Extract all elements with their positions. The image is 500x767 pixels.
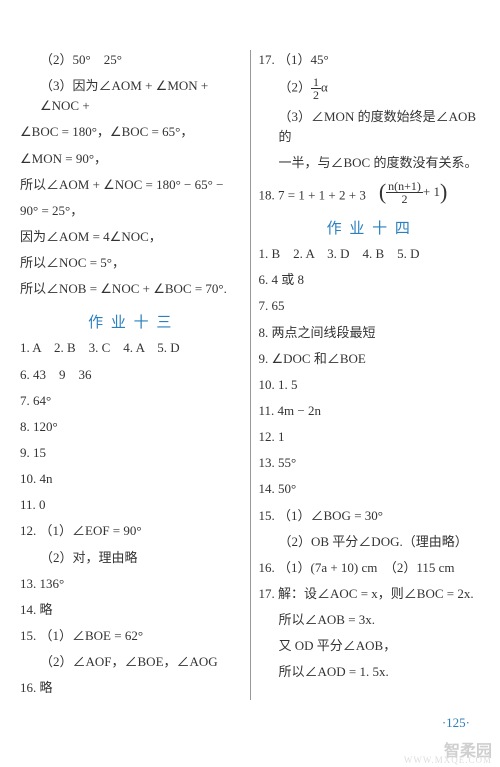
text-line: 14. 50° (259, 479, 481, 499)
text-line: （2）对，理由略 (20, 548, 242, 568)
inline-text: （2） (279, 80, 312, 95)
text-line: 13. 136° (20, 574, 242, 594)
section-heading: 作 业 十 四 (259, 217, 481, 238)
text-line: 8. 120° (20, 417, 242, 437)
text-line: 15. （1）∠BOG = 30° (259, 506, 481, 526)
text-line: （2）12α (259, 76, 481, 101)
fraction-numerator: n(n+1) (386, 180, 423, 193)
inline-text: + 1 (423, 182, 440, 202)
text-line: 12. 1 (259, 427, 481, 447)
text-line: 11. 4m − 2n (259, 401, 481, 421)
text-line: （3）因为∠AOM + ∠MON + ∠NOC + (20, 76, 242, 116)
text-line: 所以∠AOM + ∠NOC = 180° − 65° − (20, 175, 242, 195)
text-line: 13. 55° (259, 453, 481, 473)
watermark-url: WWW.MXQE.COM (404, 755, 492, 765)
text-line: 6. 4 或 8 (259, 270, 481, 290)
text-line: 15. （1）∠BOE = 62° (20, 626, 242, 646)
text-line: 9. ∠DOC 和∠BOE (259, 349, 481, 369)
text-line: 一半，与∠BOC 的度数没有关系。 (259, 153, 481, 173)
left-paren: ( (379, 181, 386, 203)
text-line: 所以∠AOD = 1. 5x. (259, 662, 481, 682)
text-line: 16. 略 (20, 678, 242, 698)
text-line: 90° = 25°， (20, 201, 242, 221)
fraction: 12 (311, 76, 321, 101)
text-line: （3）∠MON 的度数始终是∠AOB 的 (259, 107, 481, 147)
text-line: ∠BOC = 180°，∠BOC = 65°， (20, 122, 242, 142)
text-line: 14. 略 (20, 600, 242, 620)
text-line: 7. 64° (20, 391, 242, 411)
page-container: （2）50° 25° （3）因为∠AOM + ∠MON + ∠NOC + ∠BO… (0, 0, 500, 720)
text-line: 10. 1. 5 (259, 375, 481, 395)
text-line: 18. 7 = 1 + 1 + 2 + 3 (n(n+1)2 + 1) (259, 180, 481, 206)
text-line: 17. 解：设∠AOC = x，则∠BOC = 2x. (259, 584, 481, 604)
fraction-denominator: 2 (386, 193, 423, 205)
text-line: 16. （1）(7a + 10) cm （2）115 cm (259, 558, 481, 578)
text-line: 所以∠AOB = 3x. (259, 610, 481, 630)
text-line: 17. （1）45° (259, 50, 481, 70)
text-line: （2）50° 25° (20, 50, 242, 70)
fraction-denominator: 2 (311, 89, 321, 101)
text-line: 8. 两点之间线段最短 (259, 323, 481, 343)
text-line: 7. 65 (259, 296, 481, 316)
text-line: （2）∠AOF，∠BOE，∠AOG (20, 652, 242, 672)
text-line: 9. 15 (20, 443, 242, 463)
text-line: 10. 4n (20, 469, 242, 489)
fraction: n(n+1)2 (386, 180, 423, 205)
right-column: 17. （1）45° （2）12α （3）∠MON 的度数始终是∠AOB 的 一… (251, 50, 481, 700)
text-line: 因为∠AOM = 4∠NOC， (20, 227, 242, 247)
text-line: 12. （1）∠EOF = 90° (20, 521, 242, 541)
text-line: 1. B 2. A 3. D 4. B 5. D (259, 244, 481, 264)
page-number: ·125· (442, 715, 470, 731)
inline-text: α (321, 80, 328, 95)
inline-text: 18. 7 = 1 + 1 + 2 + 3 (259, 187, 379, 202)
text-line: 1. A 2. B 3. C 4. A 5. D (20, 338, 242, 358)
text-line: （2）OB 平分∠DOG.（理由略） (259, 532, 481, 552)
paren-fraction: (n(n+1)2 + 1) (379, 180, 448, 205)
right-paren: ) (440, 181, 447, 203)
text-line: 11. 0 (20, 495, 242, 515)
left-column: （2）50° 25° （3）因为∠AOM + ∠MON + ∠NOC + ∠BO… (20, 50, 250, 700)
section-heading: 作 业 十 三 (20, 311, 242, 332)
text-line: 所以∠NOB = ∠NOC + ∠BOC = 70°. (20, 279, 242, 299)
text-line: 又 OD 平分∠AOB， (259, 636, 481, 656)
text-line: 所以∠NOC = 5°， (20, 253, 242, 273)
text-line: ∠MON = 90°， (20, 149, 242, 169)
text-line: 6. 43 9 36 (20, 365, 242, 385)
